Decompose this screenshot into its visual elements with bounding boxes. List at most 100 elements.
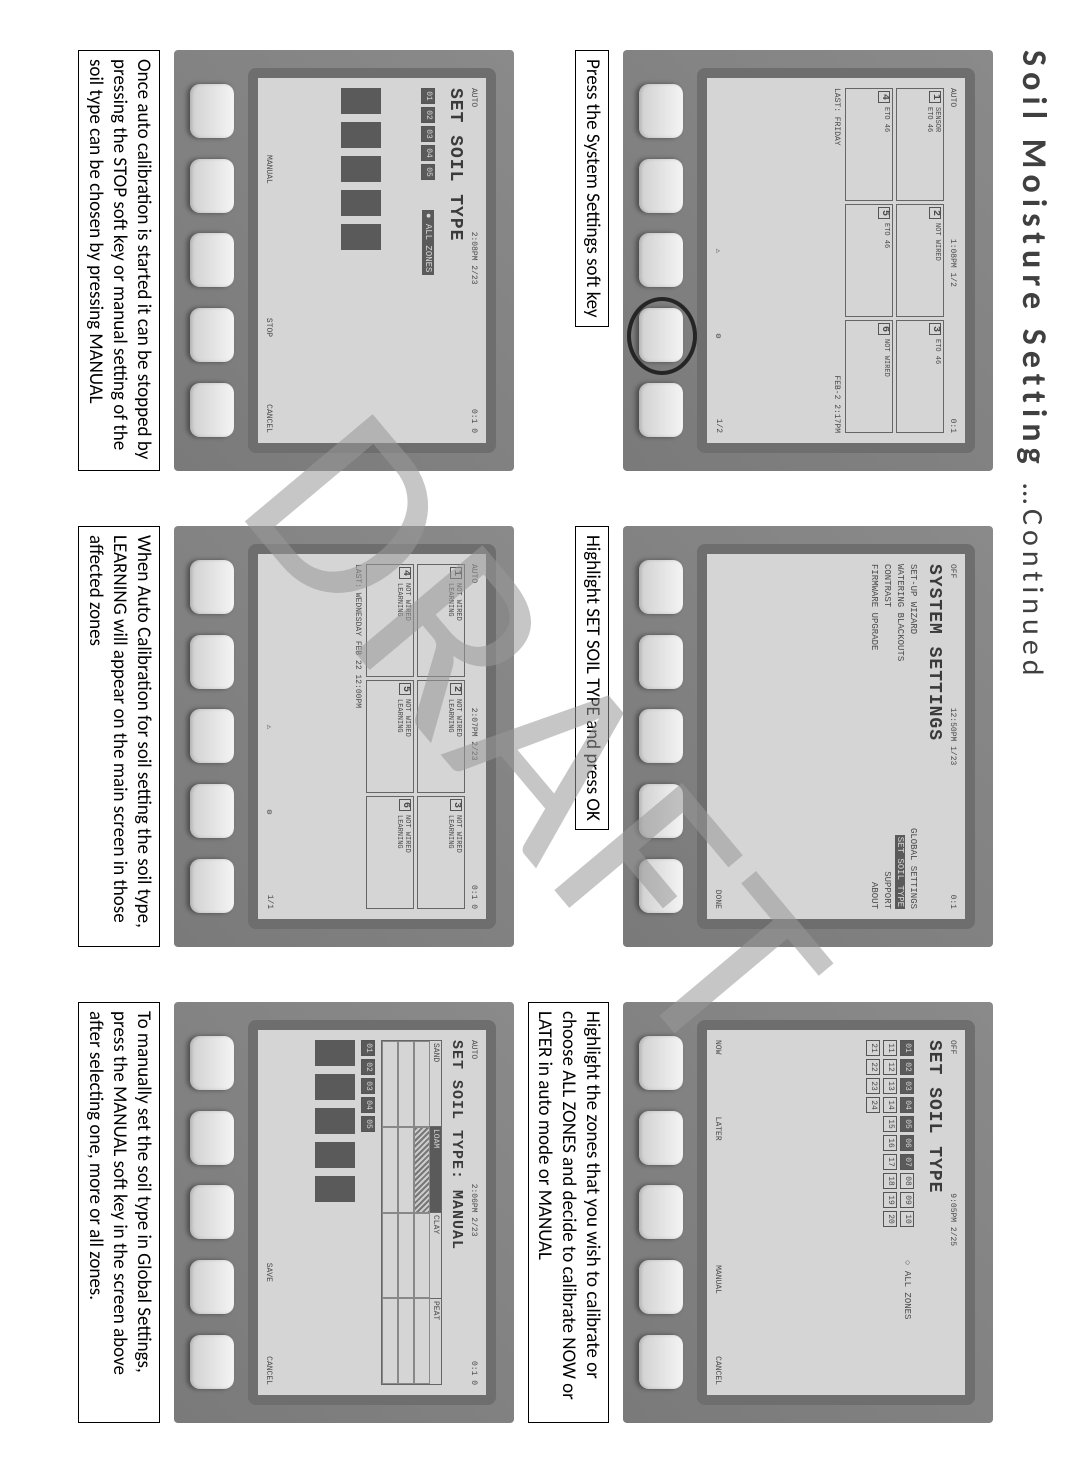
zone-box: 15 xyxy=(883,1116,897,1132)
zone-box: 02 xyxy=(421,107,435,123)
status-left: LAST: FRIDAY xyxy=(832,88,841,146)
zone-box: 23 xyxy=(866,1078,880,1094)
lcd-screen-4: AUTO 2:08PM 2/23 0:1 0 SET SOIL TYPE 010… xyxy=(248,68,496,453)
zone-line: NOT WIRED xyxy=(403,583,411,674)
soil-type-label: CLAY xyxy=(430,1213,441,1299)
title-continued: …Continued xyxy=(1014,483,1051,680)
zone-cell: 2NOT WIREDLEARNING xyxy=(417,680,465,793)
soft-button[interactable] xyxy=(639,1335,683,1389)
bar xyxy=(315,1108,355,1134)
gear-icon: ⚙ xyxy=(264,810,274,815)
zone-line: NOT WIRED xyxy=(454,583,462,674)
zone-num: 2 xyxy=(450,683,462,695)
soft-button[interactable] xyxy=(190,383,234,437)
soft-button[interactable] xyxy=(190,233,234,287)
zone-box: 01 xyxy=(361,1040,375,1056)
soft-button[interactable] xyxy=(190,1036,234,1090)
soft-button[interactable] xyxy=(190,709,234,763)
soft-button[interactable] xyxy=(190,1335,234,1389)
soft-button[interactable] xyxy=(190,784,234,838)
all-zones-label: ALL ZONES xyxy=(423,224,433,273)
zone-box: 18 xyxy=(883,1173,897,1189)
zone-cell: 5ETo 46 xyxy=(845,204,893,317)
soft-button[interactable] xyxy=(639,383,683,437)
zone-num: 6 xyxy=(878,323,890,335)
topbar-time: 2:07PM 2/23 xyxy=(469,708,478,761)
topbar-time: 2:06PM 2/23 xyxy=(469,1184,478,1237)
zone-box: 20 xyxy=(883,1211,897,1227)
soft-button[interactable] xyxy=(639,709,683,763)
zone-num: 1 xyxy=(450,567,462,579)
soft-button[interactable] xyxy=(190,84,234,138)
soft-button[interactable] xyxy=(639,859,683,913)
all-zones-label: ALL ZONES xyxy=(902,1271,912,1320)
soft-button[interactable] xyxy=(639,784,683,838)
zone-line: ETo 46 xyxy=(933,339,941,430)
zone-box: 04 xyxy=(900,1097,914,1113)
zone-line: LEARNING xyxy=(446,699,454,790)
bar xyxy=(341,156,381,182)
zone-box: 12 xyxy=(883,1059,897,1075)
caption-2: Highlight SET SOIL TYPE and press OK xyxy=(575,526,609,830)
topbar-time: 1:08PM 1/2 xyxy=(948,239,957,287)
zone-line: ETo 46 xyxy=(882,107,890,198)
soft-button[interactable] xyxy=(190,1260,234,1314)
caption-6: To manually set the soil type in Global … xyxy=(79,1002,160,1423)
zone-line: NOT WIRED xyxy=(403,815,411,906)
page-title: Soil Moisture Setting …Continued xyxy=(1013,50,1054,1423)
soft-button[interactable] xyxy=(639,1185,683,1239)
soft-button[interactable] xyxy=(190,560,234,614)
soft-button[interactable] xyxy=(190,859,234,913)
zone-box: 01 xyxy=(421,88,435,104)
soft-button[interactable] xyxy=(190,1185,234,1239)
soft-button[interactable] xyxy=(639,1036,683,1090)
menu-list: SET-UP WIZARDGLOBAL SETTINGSWATERING BLA… xyxy=(869,564,918,909)
device-photo-4: AUTO 2:08PM 2/23 0:1 0 SET SOIL TYPE 010… xyxy=(174,50,514,471)
zone-cell: 6NOT WIRED xyxy=(845,320,893,433)
topbar-right: 0:1 0 xyxy=(469,1361,478,1385)
soft-button[interactable] xyxy=(639,233,683,287)
soft-button[interactable] xyxy=(190,308,234,362)
caption-1: Press the System Settings soft key xyxy=(575,50,609,327)
zone-cell: 2NOT WIRED xyxy=(896,204,944,317)
zone-box: 02 xyxy=(900,1059,914,1075)
softkey-label: 1/2 xyxy=(713,419,723,433)
softkey-label: SAVE xyxy=(264,1263,273,1282)
bar xyxy=(315,1074,355,1100)
zone-box: 10 xyxy=(900,1211,914,1227)
gear-icon: ⚙ xyxy=(713,334,723,339)
menu-item: SET-UP WIZARD xyxy=(908,564,918,634)
soft-button[interactable] xyxy=(639,1260,683,1314)
soft-button[interactable] xyxy=(639,1111,683,1165)
zone-line: LEARNING xyxy=(446,583,454,674)
soft-button-row xyxy=(184,544,248,929)
zone-selector: 0102030405060708091011121314151617181920… xyxy=(866,1040,914,1240)
soft-button[interactable] xyxy=(639,560,683,614)
topbar-mode: OFF xyxy=(948,564,957,578)
status-left: LAST: WEDNESDAY FEB 22 12:00PM xyxy=(353,564,362,708)
soft-button[interactable] xyxy=(639,635,683,689)
soft-button[interactable] xyxy=(190,1111,234,1165)
zone-box: 24 xyxy=(866,1097,880,1113)
soft-button-settings[interactable] xyxy=(639,308,683,362)
softkey-label: CANCEL xyxy=(264,1356,273,1385)
soft-button[interactable] xyxy=(190,635,234,689)
soft-button[interactable] xyxy=(639,159,683,213)
menu-item: ABOUT xyxy=(869,882,879,909)
softkey-label: CANCEL xyxy=(713,1356,722,1385)
menu-item: FIRMWARE UPGRADE xyxy=(869,564,879,650)
zone-box: 11 xyxy=(883,1040,897,1056)
device-photo-5: AUTO 2:07PM 2/23 0:1 0 1NOT WIREDLEARNIN… xyxy=(174,526,514,947)
zone-line: LEARNING xyxy=(395,699,403,790)
zone-box: 09 xyxy=(900,1192,914,1208)
menu-item: SUPPORT xyxy=(882,871,892,909)
caption-5: When Auto Calibration for soil setting t… xyxy=(79,526,160,947)
soft-button[interactable] xyxy=(639,84,683,138)
bar-chart xyxy=(315,1040,355,1385)
topbar-time: 9:05PM 2/25 xyxy=(948,1193,957,1246)
bar-chart xyxy=(341,88,411,433)
bar xyxy=(341,88,381,114)
soft-button[interactable] xyxy=(190,159,234,213)
zone-num: 1 xyxy=(929,91,941,103)
menu-item: GLOBAL SETTINGS xyxy=(908,828,918,909)
